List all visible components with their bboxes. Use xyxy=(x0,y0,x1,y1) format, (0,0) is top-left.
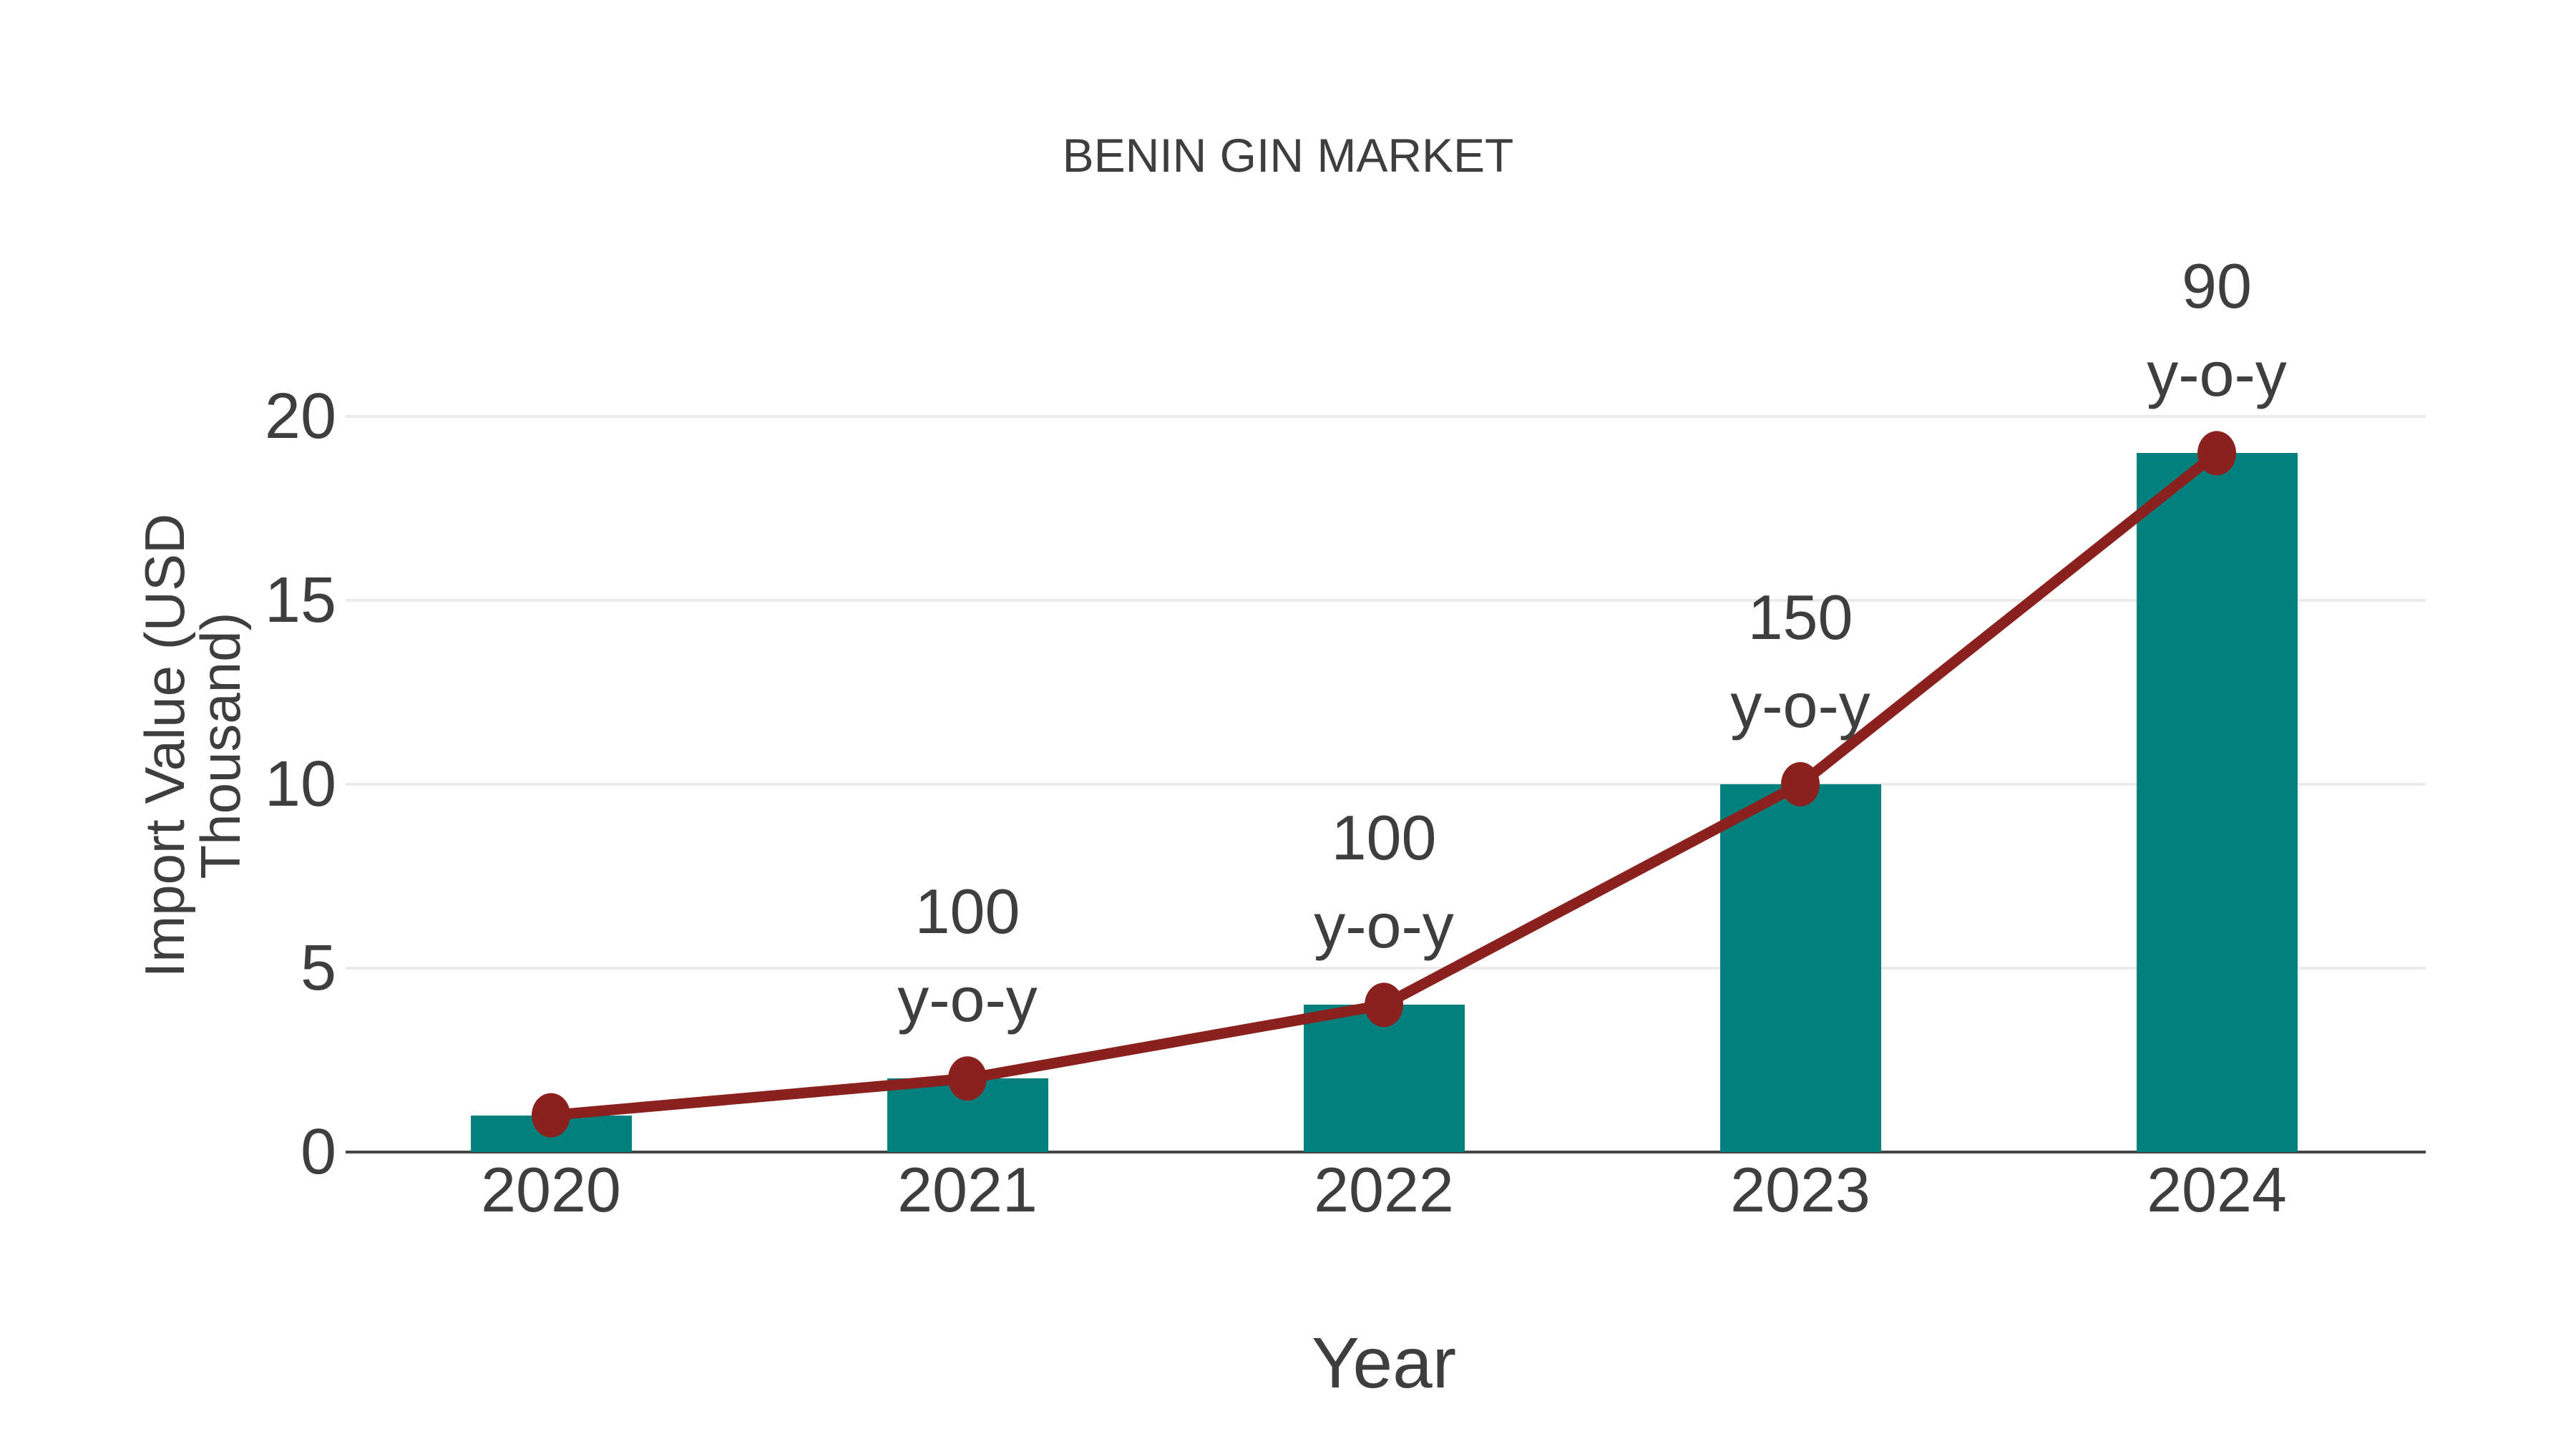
y-tick-label-5: 5 xyxy=(300,932,336,1004)
x-tick-label-2021: 2021 xyxy=(897,1154,1038,1225)
x-tick-label-2024: 2024 xyxy=(2147,1154,2287,1225)
chart-title: BENIN GIN MARKET xyxy=(1062,129,1514,182)
y-tick-label-10: 10 xyxy=(264,748,336,820)
annotation-2024-unit: y-o-y xyxy=(2147,338,2287,410)
annotation-2021-unit: y-o-y xyxy=(897,964,1038,1035)
bar-2022 xyxy=(1303,1005,1465,1152)
annotation-2023-value: 150 xyxy=(1747,582,1853,653)
gridline-5 xyxy=(346,967,2426,970)
y-tick-label-15: 15 xyxy=(264,565,336,636)
y-tick-label-20: 20 xyxy=(264,381,336,452)
gridline-20 xyxy=(346,415,2426,418)
bar-2021 xyxy=(887,1078,1048,1152)
x-tick-label-2022: 2022 xyxy=(1314,1154,1454,1225)
bar-2020 xyxy=(470,1115,632,1152)
gridline-10 xyxy=(346,783,2426,786)
bar-2023 xyxy=(1719,784,1881,1152)
annotation-2023-unit: y-o-y xyxy=(1730,670,1870,741)
x-tick-label-2023: 2023 xyxy=(1730,1154,1870,1225)
x-axis-title: Year xyxy=(1311,1323,1457,1403)
annotation-2021-value: 100 xyxy=(914,876,1020,947)
annotation-2022-unit: y-o-y xyxy=(1314,890,1454,962)
x-tick-label-2020: 2020 xyxy=(481,1154,621,1225)
annotation-2024-value: 90 xyxy=(2182,250,2252,322)
gridline-15 xyxy=(346,599,2426,602)
annotation-2022-value: 100 xyxy=(1331,802,1437,874)
bar-2024 xyxy=(2136,453,2298,1152)
y-tick-label-0: 0 xyxy=(300,1116,336,1188)
x-axis-line xyxy=(346,1151,2426,1153)
